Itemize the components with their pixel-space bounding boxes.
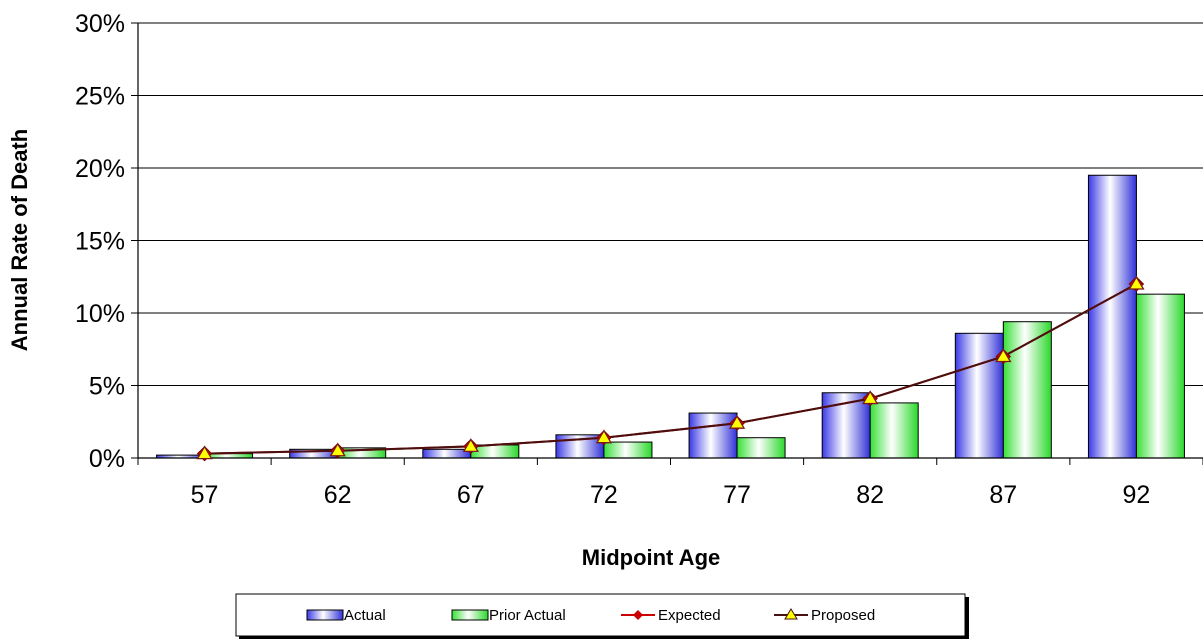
series-lines [196,275,1145,462]
marker-proposed [995,348,1012,363]
marker-proposed [862,390,879,405]
x-tick-label: 62 [324,481,352,509]
y-tick-label: 0% [89,445,125,473]
bar-prior-actual [869,402,919,459]
y-tick-label: 25% [75,83,125,111]
marker-proposed [329,442,346,457]
marker-proposed [1128,275,1145,290]
y-tick-label: 20% [75,155,125,183]
y-tick-label: 15% [75,228,125,256]
legend-label-proposed: Proposed [811,607,875,624]
legend-marker-expected [633,610,643,620]
x-tick-label: 92 [1123,481,1151,509]
legend-swatch-prior-actual [451,609,489,621]
y-tick-label: 5% [89,373,125,401]
bar-actual [1087,174,1137,459]
marker-proposed [462,438,479,453]
legend-label-expected: Expected [658,607,721,624]
x-tick-label: 57 [191,481,219,509]
marker-proposed [595,429,613,444]
legend-label-prior-actual: Prior Actual [489,607,566,624]
marker-proposed [728,414,746,429]
bar-actual [688,412,738,459]
legend: Actual Prior Actual Expected Proposed [235,593,969,639]
line-proposed [204,283,1137,455]
x-tick-label: 67 [457,481,485,509]
y-tick-label: 10% [75,300,125,328]
y-axis-title: Annual Rate of Death [7,129,32,351]
tick-labels: 0% 5% 10% 15% 20% 25% 30% 57 62 67 72 77 82 87 92 [75,10,1150,509]
marker-proposed [196,445,213,460]
y-tick-label: 30% [75,10,125,38]
bars [156,174,1185,459]
axes [131,22,1203,465]
bar-prior-actual [736,437,786,459]
bar-prior-actual [1135,293,1185,459]
x-axis-title: Midpoint Age [582,545,721,570]
x-tick-label: 72 [590,481,618,509]
bar-prior-actual [1002,321,1052,459]
legend-label-actual: Actual [344,607,386,624]
legend-box [235,593,966,637]
x-tick-label: 87 [989,481,1017,509]
bar-prior-actual [603,441,653,459]
legend-swatch-actual [306,609,344,621]
x-tick-label: 82 [856,481,884,509]
legend-marker-proposed [784,608,798,620]
x-tick-label: 77 [723,481,751,509]
bar-actual [954,332,1004,459]
